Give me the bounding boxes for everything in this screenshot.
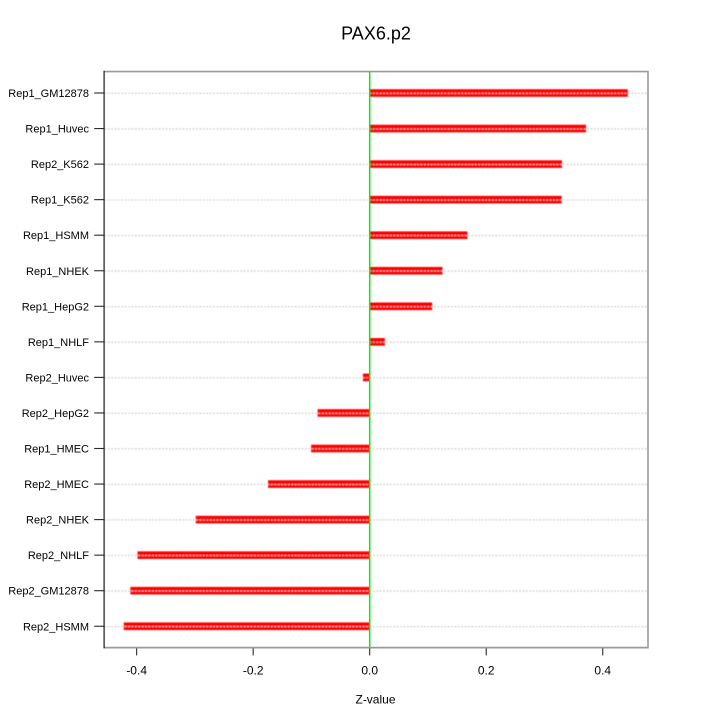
svg-text:Rep2_NHLF: Rep2_NHLF xyxy=(28,550,89,562)
svg-text:Rep2_GM12878: Rep2_GM12878 xyxy=(8,586,89,598)
svg-text:-0.2: -0.2 xyxy=(243,663,264,677)
svg-text:Rep1_NHEK: Rep1_NHEK xyxy=(26,266,90,278)
svg-text:Rep2_K562: Rep2_K562 xyxy=(31,159,89,171)
svg-text:0.0: 0.0 xyxy=(361,663,378,677)
svg-text:Rep1_NHLF: Rep1_NHLF xyxy=(28,337,89,349)
svg-text:Rep1_Huvec: Rep1_Huvec xyxy=(25,124,89,136)
svg-text:Rep1_K562: Rep1_K562 xyxy=(31,195,89,207)
svg-text:-0.4: -0.4 xyxy=(126,663,147,677)
svg-text:Rep2_HSMM: Rep2_HSMM xyxy=(23,621,89,633)
svg-text:0.4: 0.4 xyxy=(594,663,611,677)
svg-text:Rep1_HMEC: Rep1_HMEC xyxy=(24,444,89,456)
svg-text:Rep2_HepG2: Rep2_HepG2 xyxy=(22,408,89,420)
svg-text:PAX6.p2: PAX6.p2 xyxy=(341,23,411,43)
svg-text:Z-value: Z-value xyxy=(355,693,395,707)
svg-text:Rep2_HMEC: Rep2_HMEC xyxy=(24,479,89,491)
svg-text:0.2: 0.2 xyxy=(478,663,495,677)
svg-text:Rep2_Huvec: Rep2_Huvec xyxy=(25,372,89,384)
svg-text:Rep1_HSMM: Rep1_HSMM xyxy=(23,230,89,242)
svg-text:Rep1_GM12878: Rep1_GM12878 xyxy=(8,88,89,100)
svg-text:Rep1_HepG2: Rep1_HepG2 xyxy=(22,301,89,313)
svg-text:Rep2_NHEK: Rep2_NHEK xyxy=(26,515,90,527)
